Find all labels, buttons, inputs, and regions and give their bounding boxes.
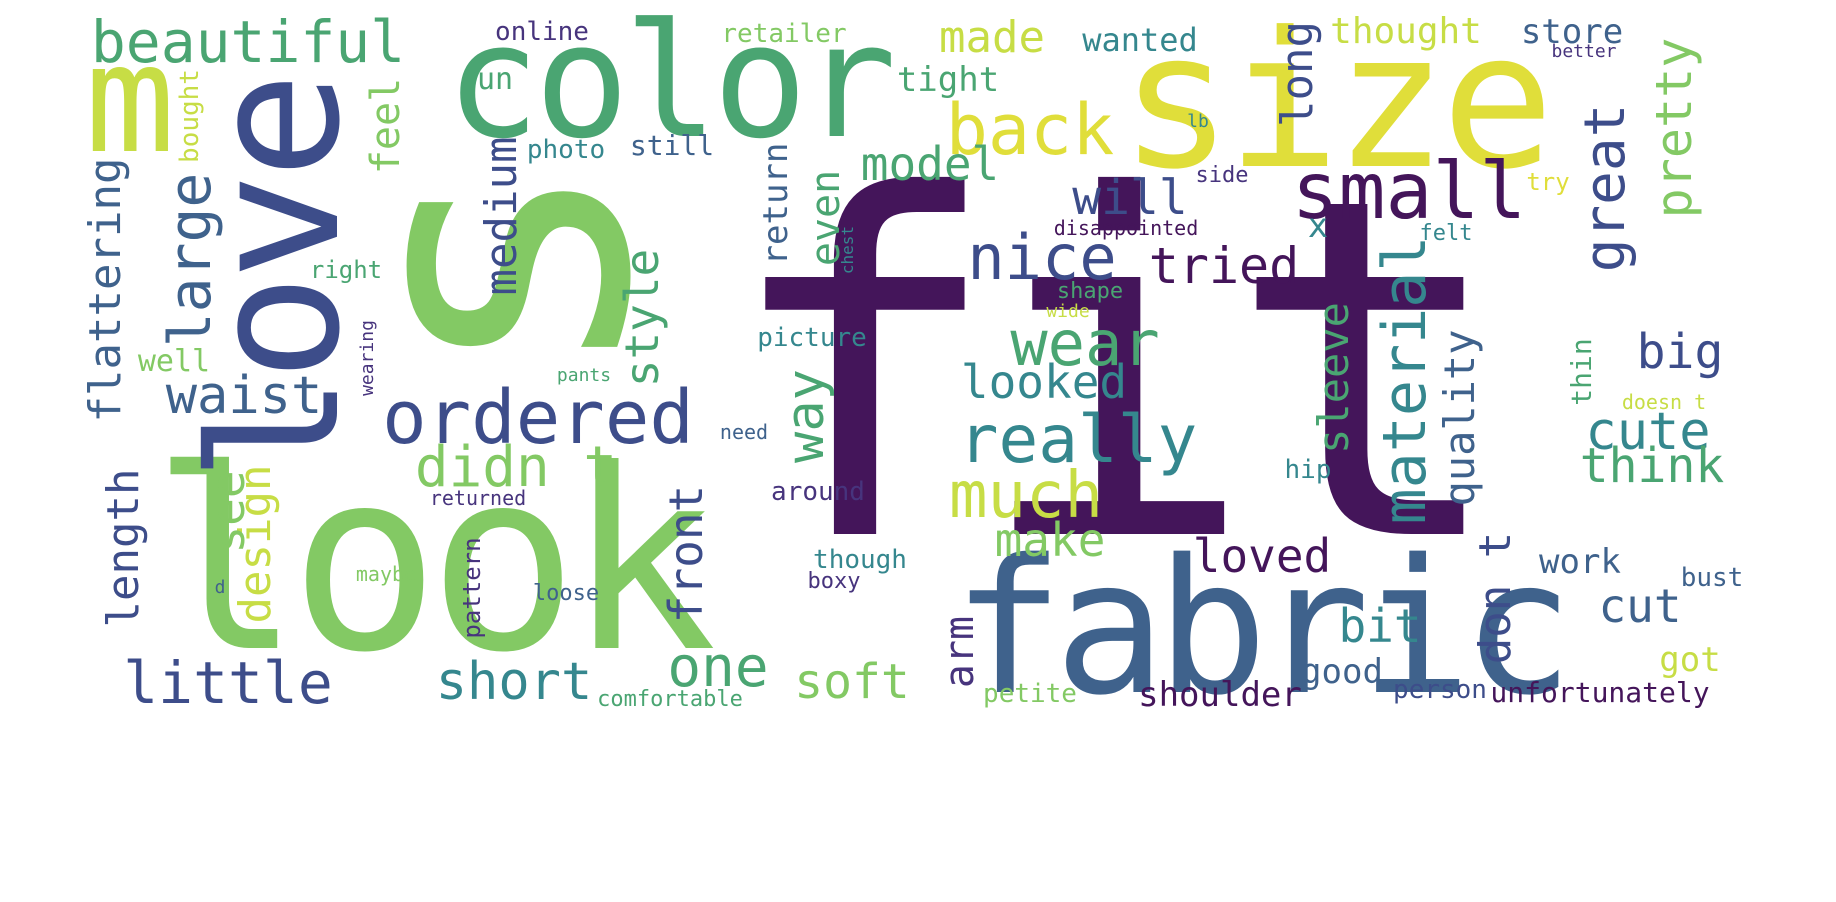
word-material: material (1370, 235, 1440, 525)
word-online: online (495, 17, 589, 47)
word-pretty: pretty (1645, 37, 1703, 219)
word-looked: looked (960, 355, 1128, 409)
word-tried: tried (1148, 237, 1300, 295)
word-wear: wear (1010, 307, 1160, 380)
word-don-t: don t (1470, 531, 1521, 665)
word-run: run (458, 62, 514, 97)
word-boxy: boxy (807, 569, 861, 594)
word-much: much (948, 459, 1104, 533)
word-little: little (123, 649, 333, 717)
word-store: store (1520, 12, 1624, 52)
word-got: got (1659, 640, 1721, 680)
word-picture: picture (757, 323, 867, 353)
word-length: length (98, 468, 149, 628)
word-work: work (1539, 542, 1621, 582)
word-color: color (445, 0, 897, 174)
word-loved: loved (1192, 529, 1332, 583)
word-petite: petite (983, 679, 1077, 709)
word-x: x (1307, 206, 1329, 246)
word-way: way (776, 369, 836, 463)
word-made: made (939, 12, 1045, 63)
word-ordered: ordered (382, 375, 694, 461)
word-long: long (1272, 21, 1323, 127)
word-medium: medium (476, 136, 527, 296)
word-side: side (1195, 163, 1249, 188)
word-thought: thought (1330, 11, 1482, 52)
word-style: style (615, 248, 669, 388)
word-maybe: maybe (355, 562, 417, 586)
word-nice: nice (967, 221, 1117, 294)
word-one: one (667, 635, 769, 700)
word-pants: pants (556, 365, 612, 386)
word-sleeve: sleeve (1309, 302, 1358, 454)
word-better: better (1551, 41, 1617, 62)
word-model: model (860, 137, 1000, 191)
word-doesn-t: doesn t (1621, 390, 1707, 414)
word-wanted: wanted (1082, 21, 1198, 59)
word-loose: loose (532, 581, 600, 606)
word-cute: cute (1585, 402, 1711, 462)
word-think: think (1579, 438, 1725, 494)
word-disappointed: disappointed (1053, 216, 1199, 240)
word-waist: waist (165, 366, 323, 426)
word-back: back (945, 89, 1115, 171)
word-shape: shape (1056, 279, 1124, 304)
word-fit: fit (720, 98, 1510, 645)
word-well: well (137, 344, 211, 379)
word-try: try (1526, 168, 1570, 196)
word-great: great (1573, 103, 1638, 273)
word-pattern: pattern (458, 537, 486, 639)
word-felt: felt (1419, 221, 1473, 246)
word-comfortable: comfortable (597, 687, 743, 712)
word-wearing: wearing (357, 320, 378, 396)
word-didn-t: didn t (414, 435, 618, 500)
word-big: big (1636, 324, 1724, 380)
word-around: around (771, 477, 865, 507)
word-feel: feel (363, 77, 409, 175)
word-beautiful: beautiful (90, 8, 406, 76)
word-person: person (1393, 675, 1487, 705)
word-need: need (719, 420, 769, 444)
word-soft: soft (794, 654, 910, 710)
word-fabric: fabric (952, 519, 1574, 736)
word-flattering: flattering (80, 157, 131, 423)
word-hip: hip (1284, 455, 1332, 485)
word-d: d (214, 577, 226, 598)
word-really: really (958, 401, 1198, 478)
word-return: return (756, 142, 796, 266)
word-shoulder: shoulder (1138, 675, 1302, 715)
word-arm: arm (937, 615, 983, 689)
word-good: good (1301, 652, 1383, 692)
word-look: look (150, 416, 717, 707)
word-still: still (629, 129, 715, 162)
word-size: size (1119, 0, 1555, 211)
word-see: see (201, 470, 255, 554)
word-make: make (994, 513, 1106, 567)
word-will: will (1072, 170, 1188, 226)
word-short: short (435, 652, 593, 712)
word-chest: chest (838, 225, 857, 275)
word-returned: returned (429, 486, 527, 510)
word-right: right (309, 256, 383, 284)
word-though: though (813, 545, 907, 575)
word-bought: bought (175, 69, 205, 163)
word-lb: lb (1187, 111, 1209, 132)
word-quality: quality (1435, 329, 1484, 507)
word-bust: bust (1680, 563, 1744, 593)
word-retailer: retailer (721, 19, 847, 49)
word-unfortunately: unfortunately (1490, 676, 1710, 709)
word-large: large (156, 172, 224, 348)
word-small: small (1291, 147, 1527, 237)
word-thin: thin (1565, 338, 1598, 406)
word-front: front (659, 484, 713, 624)
word-cut: cut (1598, 579, 1682, 633)
word-tight: tight (896, 60, 1000, 100)
word-bit: bit (1338, 599, 1422, 653)
word-wide: wide (1046, 301, 1090, 322)
word-photo: photo (526, 135, 606, 165)
word-m: m (84, 13, 176, 187)
